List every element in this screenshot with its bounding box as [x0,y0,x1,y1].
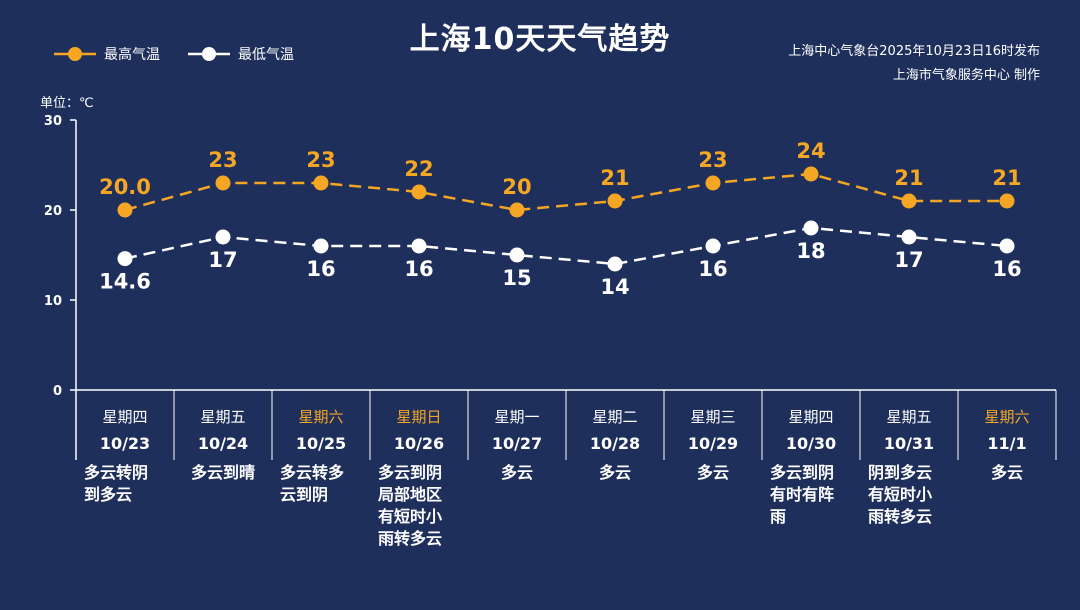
low-point [215,229,231,245]
weather-description: 多云到阴 有时有阵雨 [770,463,835,526]
high-data-label: 21 [992,166,1021,190]
y-tick-label: 10 [44,294,62,309]
legend-high: 最高气温 [54,44,160,64]
weather-description: 多云 [990,463,1023,482]
low-data-label: 16 [992,257,1021,281]
high-point [117,202,133,218]
high-series-line [124,172,1007,212]
weekday-label: 星期二 [592,408,638,426]
high-data-label: 23 [698,148,727,172]
weekday-label: 星期六 [298,408,344,426]
legend-high-label: 最高气温 [104,47,160,63]
y-tick-label: 30 [44,114,62,129]
low-data-label: 15 [502,266,531,290]
x-tick-label: 10/24 [197,434,249,453]
low-point [411,238,427,254]
weather-description: 多云 [696,463,729,482]
high-point [901,193,917,209]
low-point [509,247,525,263]
weekday-label: 星期三 [690,408,736,426]
low-data-label: 18 [796,239,825,263]
weather-description: 多云转阴 到多云 [84,463,149,504]
x-tick-label: 10/23 [99,434,151,453]
y-tick-label: 20 [44,204,62,219]
legend-high-marker [54,47,96,61]
y-tick-label: 0 [53,384,62,399]
low-data-label: 14 [600,275,629,299]
chart-title: 上海10天天气趋势 [409,22,671,57]
low-point [607,256,623,272]
high-point [411,184,427,200]
high-data-label: 24 [796,139,825,163]
weather-description: 多云 [500,463,533,482]
weather-description: 多云转多 云到阴 [280,463,345,504]
weekday-label: 星期日 [396,408,442,426]
low-data-label: 17 [894,248,923,272]
maker-text: 上海市气象服务中心 制作 [892,68,1040,83]
source-text: 上海中心气象台2025年10月23日16时发布 [788,44,1040,59]
x-tick-label: 10/28 [589,434,641,453]
low-point [803,220,819,236]
high-data-label: 22 [404,157,433,181]
high-point [705,175,721,191]
weather-description: 多云到晴 [190,463,255,482]
weekday-label: 星期四 [788,408,834,426]
low-point [705,238,721,254]
weekday-label: 星期五 [200,408,246,426]
x-tick-label: 10/25 [295,434,347,453]
weather-description: 阴到多云 有短时小 雨转多云 [868,463,933,526]
weather-description: 多云到阴 局部地区 有短时小 雨转多云 [378,463,443,548]
low-point [901,229,917,245]
high-data-label: 21 [894,166,923,190]
legend-low-marker [188,47,230,61]
high-data-label: 20 [502,175,531,199]
low-data-label: 16 [698,257,727,281]
x-tick-label: 10/27 [491,434,543,453]
low-point [117,251,133,267]
low-data-label: 16 [306,257,335,281]
unit-label: 单位：℃ [40,96,94,111]
weekday-label: 星期六 [984,408,1030,426]
legend-low-label: 最低气温 [238,47,294,63]
low-point [999,238,1015,254]
high-data-label: 21 [600,166,629,190]
high-data-label: 23 [208,148,237,172]
high-point [215,175,231,191]
x-tick-label: 11/1 [987,434,1027,453]
legend-low: 最低气温 [188,44,294,64]
high-point [803,166,819,182]
low-data-label: 16 [404,257,433,281]
high-data-label: 23 [306,148,335,172]
x-tick-label: 10/30 [785,434,837,453]
low-series-line [124,226,1008,266]
x-tick-label: 10/29 [687,434,739,453]
low-point [313,238,329,254]
high-data-label: 20.0 [99,175,151,199]
weekday-label: 星期一 [494,408,540,426]
low-data-label: 14.6 [99,270,151,294]
low-data-label: 17 [208,248,237,272]
high-point [999,193,1015,209]
weather-description: 多云 [598,463,631,482]
weekday-label: 星期五 [886,408,932,426]
high-point [509,202,525,218]
x-tick-label: 10/31 [883,434,935,453]
weekday-label: 星期四 [102,408,148,426]
x-tick-label: 10/26 [393,434,445,453]
high-point [607,193,623,209]
high-point [313,175,329,191]
